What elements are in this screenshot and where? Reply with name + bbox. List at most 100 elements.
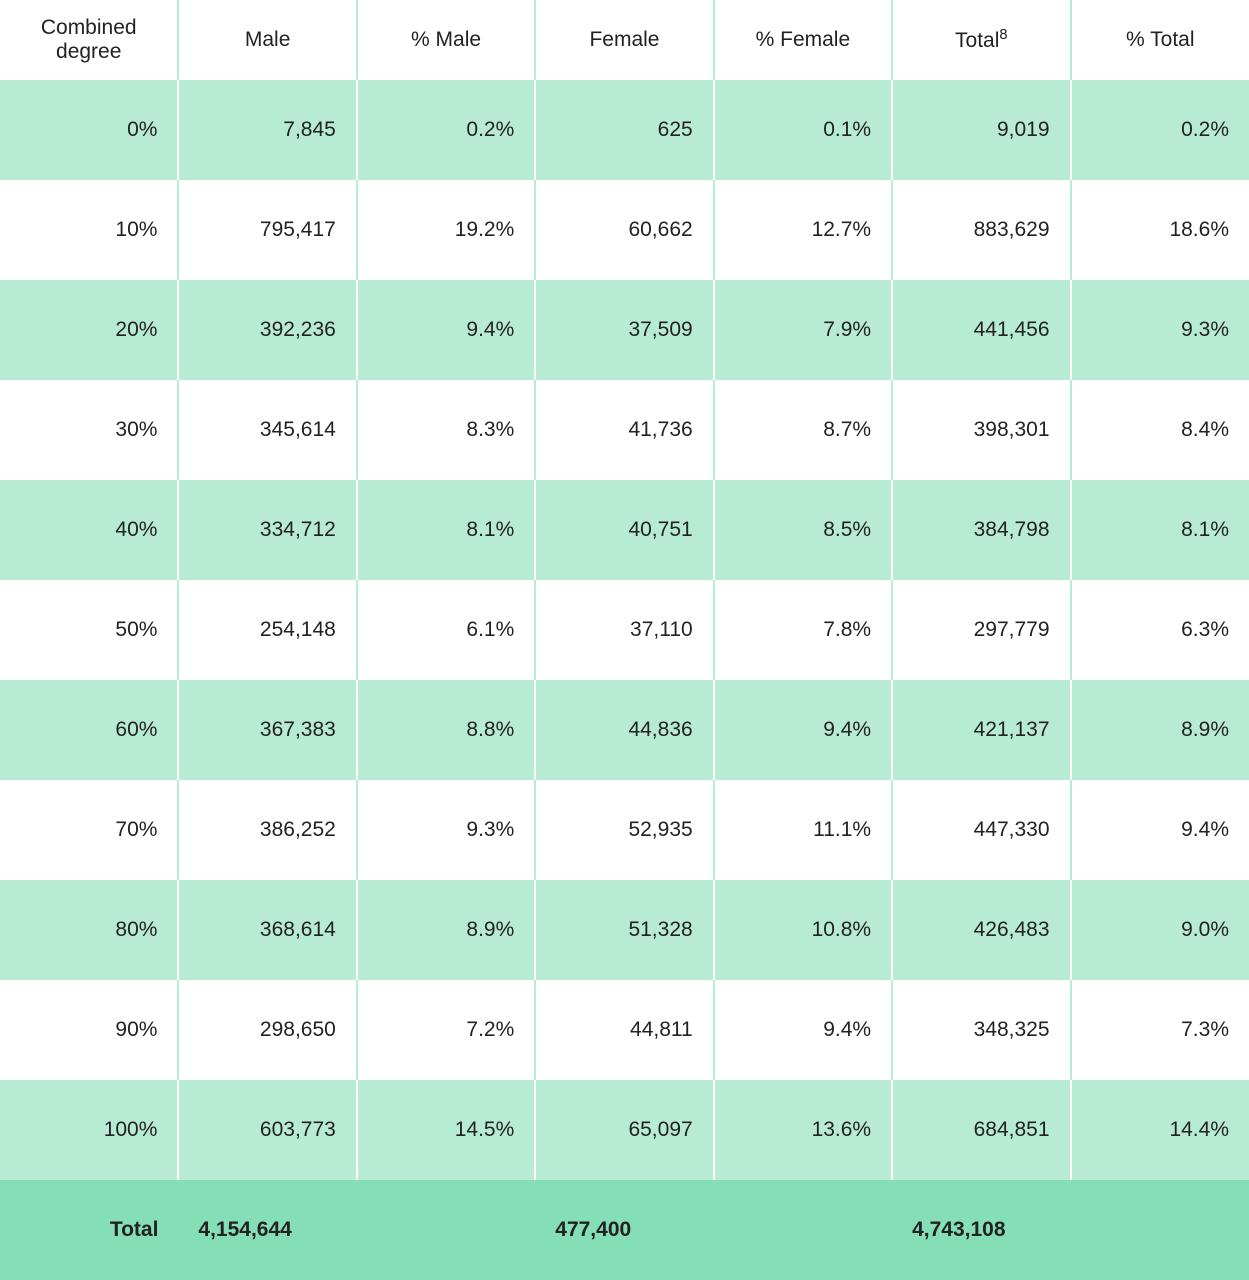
table-header: Combined degree Male % Male Female % Fem… — [0, 0, 1249, 80]
table-cell: 10% — [0, 180, 178, 280]
table-cell: 20% — [0, 280, 178, 380]
col-header-combined-degree: Combined degree — [0, 0, 178, 80]
table-cell: 60,662 — [535, 180, 713, 280]
table-cell: 9.0% — [1071, 880, 1249, 980]
table-cell: 368,614 — [178, 880, 356, 980]
table-cell: 44,836 — [535, 680, 713, 780]
table-cell: 426,483 — [892, 880, 1070, 980]
table-cell: 348,325 — [892, 980, 1070, 1080]
table-cell: 8.4% — [1071, 380, 1249, 480]
table-cell: 9.3% — [1071, 280, 1249, 380]
table-cell: 367,383 — [178, 680, 356, 780]
table-cell: 52,935 — [535, 780, 713, 880]
table-row: 20%392,2369.4%37,5097.9%441,4569.3% — [0, 280, 1249, 380]
table-cell: 254,148 — [178, 580, 356, 680]
table-cell: 345,614 — [178, 380, 356, 480]
col-header-total-label: Total — [955, 29, 999, 52]
table-cell: 30% — [0, 380, 178, 480]
table-cell: 7,845 — [178, 80, 356, 180]
footer-label: Total — [0, 1180, 178, 1280]
table-cell: 421,137 — [892, 680, 1070, 780]
table-cell: 9.4% — [714, 980, 892, 1080]
table-row: 100%603,77314.5%65,09713.6%684,85114.4% — [0, 1080, 1249, 1180]
table-cell: 7.3% — [1071, 980, 1249, 1080]
footer-total: 4,743,108 — [892, 1180, 1070, 1280]
table-cell: 298,650 — [178, 980, 356, 1080]
col-header-female: Female — [535, 0, 713, 80]
table-cell: 8.9% — [1071, 680, 1249, 780]
table-cell: 13.6% — [714, 1080, 892, 1180]
table-cell: 8.1% — [1071, 480, 1249, 580]
table-cell: 441,456 — [892, 280, 1070, 380]
table-cell: 8.7% — [714, 380, 892, 480]
table-cell: 44,811 — [535, 980, 713, 1080]
table-cell: 37,110 — [535, 580, 713, 680]
table-cell: 386,252 — [178, 780, 356, 880]
table-cell: 603,773 — [178, 1080, 356, 1180]
table-cell: 41,736 — [535, 380, 713, 480]
table-cell: 7.2% — [357, 980, 535, 1080]
footer-female: 477,400 — [535, 1180, 713, 1280]
table-cell: 8.5% — [714, 480, 892, 580]
table-cell: 6.1% — [357, 580, 535, 680]
col-header-pct-male: % Male — [357, 0, 535, 80]
footer-pct-total — [1071, 1180, 1249, 1280]
table-cell: 8.8% — [357, 680, 535, 780]
table-cell: 8.9% — [357, 880, 535, 980]
table-row: 10%795,41719.2%60,66212.7%883,62918.6% — [0, 180, 1249, 280]
table-cell: 60% — [0, 680, 178, 780]
table-cell: 8.3% — [357, 380, 535, 480]
table-cell: 9.4% — [714, 680, 892, 780]
table-cell: 334,712 — [178, 480, 356, 580]
table-cell: 40,751 — [535, 480, 713, 580]
table-row: 80%368,6148.9%51,32810.8%426,4839.0% — [0, 880, 1249, 980]
table-row: 90%298,6507.2%44,8119.4%348,3257.3% — [0, 980, 1249, 1080]
table-cell: 14.5% — [357, 1080, 535, 1180]
data-table-container: Combined degree Male % Male Female % Fem… — [0, 0, 1249, 1280]
table-cell: 11.1% — [714, 780, 892, 880]
table-cell: 384,798 — [892, 480, 1070, 580]
table-cell: 90% — [0, 980, 178, 1080]
col-header-pct-female: % Female — [714, 0, 892, 80]
footer-male: 4,154,644 — [178, 1180, 356, 1280]
table-cell: 6.3% — [1071, 580, 1249, 680]
table-body: 0%7,8450.2%6250.1%9,0190.2%10%795,41719.… — [0, 80, 1249, 1180]
col-header-male: Male — [178, 0, 356, 80]
table-cell: 795,417 — [178, 180, 356, 280]
table-cell: 7.9% — [714, 280, 892, 380]
data-table: Combined degree Male % Male Female % Fem… — [0, 0, 1249, 1280]
table-row: 50%254,1486.1%37,1107.8%297,7796.3% — [0, 580, 1249, 680]
footer-pct-male — [357, 1180, 535, 1280]
table-row: 70%386,2529.3%52,93511.1%447,3309.4% — [0, 780, 1249, 880]
table-cell: 684,851 — [892, 1080, 1070, 1180]
table-row: 0%7,8450.2%6250.1%9,0190.2% — [0, 80, 1249, 180]
table-footer-row: Total 4,154,644 477,400 4,743,108 — [0, 1180, 1249, 1280]
table-row: 30%345,6148.3%41,7368.7%398,3018.4% — [0, 380, 1249, 480]
footer-pct-female — [714, 1180, 892, 1280]
table-cell: 50% — [0, 580, 178, 680]
table-cell: 100% — [0, 1080, 178, 1180]
table-cell: 65,097 — [535, 1080, 713, 1180]
col-header-total-sup: 8 — [999, 27, 1007, 43]
table-cell: 392,236 — [178, 280, 356, 380]
table-cell: 8.1% — [357, 480, 535, 580]
table-cell: 447,330 — [892, 780, 1070, 880]
table-cell: 297,779 — [892, 580, 1070, 680]
table-row: 60%367,3838.8%44,8369.4%421,1378.9% — [0, 680, 1249, 780]
table-cell: 40% — [0, 480, 178, 580]
table-cell: 80% — [0, 880, 178, 980]
table-row: 40%334,7128.1%40,7518.5%384,7988.1% — [0, 480, 1249, 580]
table-cell: 0.2% — [357, 80, 535, 180]
table-cell: 14.4% — [1071, 1080, 1249, 1180]
table-cell: 0.1% — [714, 80, 892, 180]
table-cell: 37,509 — [535, 280, 713, 380]
table-cell: 18.6% — [1071, 180, 1249, 280]
table-cell: 51,328 — [535, 880, 713, 980]
table-cell: 9,019 — [892, 80, 1070, 180]
col-header-total: Total8 — [892, 0, 1070, 80]
table-cell: 0% — [0, 80, 178, 180]
table-cell: 10.8% — [714, 880, 892, 980]
table-cell: 398,301 — [892, 380, 1070, 480]
table-cell: 0.2% — [1071, 80, 1249, 180]
table-cell: 19.2% — [357, 180, 535, 280]
